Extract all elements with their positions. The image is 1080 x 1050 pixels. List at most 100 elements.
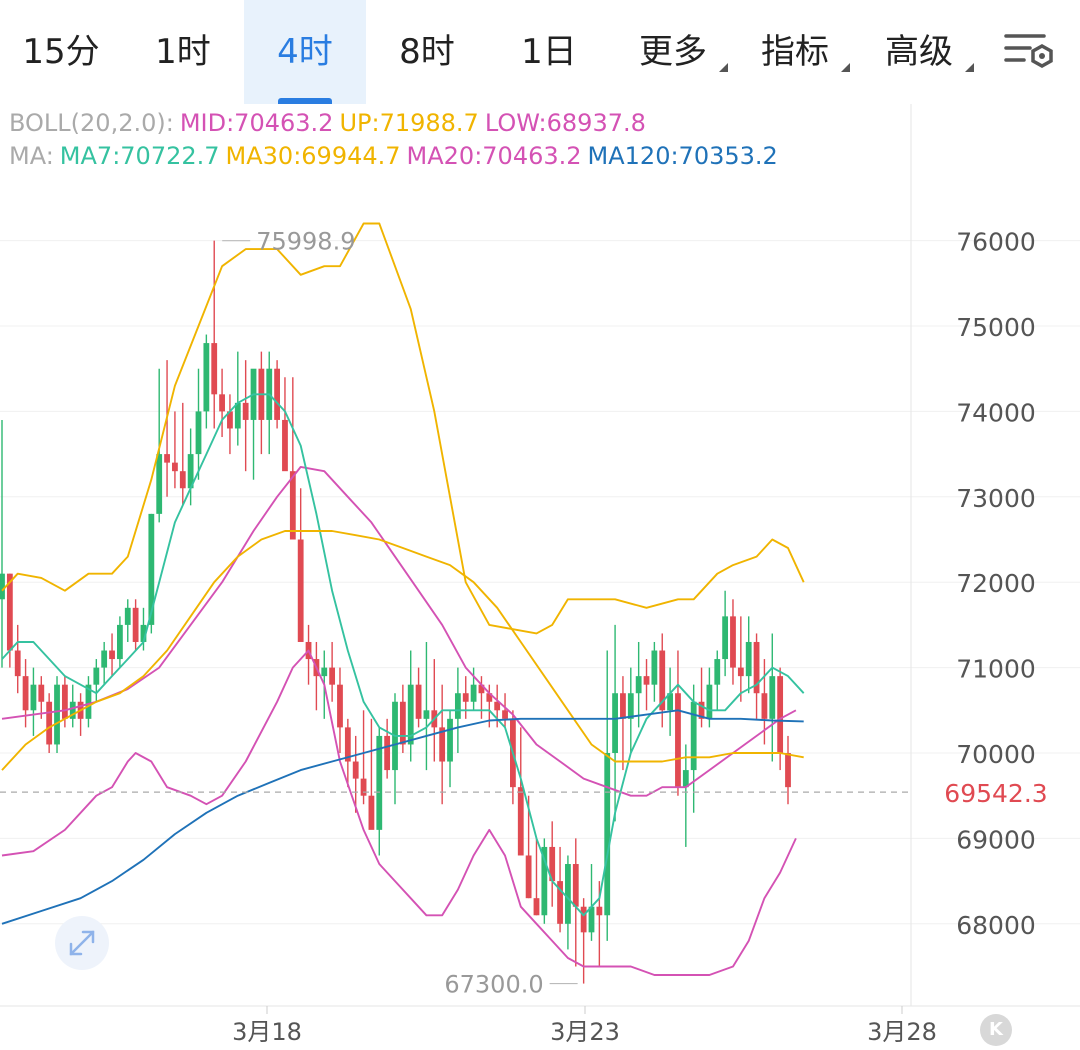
low-price-label: 67300.0 <box>444 971 543 999</box>
candle-body <box>124 607 131 625</box>
candle-body <box>667 693 673 711</box>
expand-arrows-icon <box>69 930 95 956</box>
y-tick-label: 71000 <box>956 655 1036 684</box>
series-ma30-line <box>1 530 804 771</box>
candle-body <box>179 471 186 489</box>
candle-body <box>289 471 296 540</box>
tab-5[interactable]: 更多 <box>612 0 734 104</box>
series-up-line <box>1 222 805 635</box>
candle-body <box>368 795 375 830</box>
candle-body <box>604 753 611 916</box>
dropdown-caret-icon <box>841 63 850 72</box>
tab-4[interactable]: 1日 <box>488 0 610 104</box>
candle-body <box>753 641 760 694</box>
candle-body <box>14 650 21 677</box>
chart-settings-icon[interactable] <box>1000 30 1060 74</box>
candle-body <box>156 454 163 514</box>
candle-body <box>714 659 721 685</box>
tab-label: 15分 <box>22 32 100 72</box>
candle-body <box>46 701 53 745</box>
y-tick-label: 70000 <box>956 740 1036 769</box>
candle-body <box>596 906 603 916</box>
tab-label: 4时 <box>277 32 333 72</box>
candle-body <box>439 727 446 762</box>
candle-body <box>454 693 461 719</box>
candle-body <box>282 419 288 472</box>
ma20-label: MA20:70463.2 <box>406 142 582 170</box>
candle-body <box>234 402 241 429</box>
candle-body <box>682 770 689 788</box>
candle-body <box>635 676 642 694</box>
candle-body <box>242 402 249 420</box>
candle-body <box>187 454 194 489</box>
candle-body <box>85 684 92 719</box>
boll-low: LOW:68937.8 <box>484 109 646 137</box>
candle-body <box>761 693 768 719</box>
candle-body <box>572 864 579 907</box>
candle-body <box>785 753 791 788</box>
candle-body <box>360 778 367 796</box>
candle-body <box>541 846 548 916</box>
candle-body <box>470 684 477 702</box>
tab-3[interactable]: 8时 <box>366 0 488 104</box>
candle-body <box>22 676 29 711</box>
y-tick-label: 69000 <box>956 825 1036 854</box>
candle-body <box>643 676 650 685</box>
current-price-tag <box>920 774 1070 811</box>
ma-prefix: MA: <box>9 142 54 170</box>
candle-body <box>274 368 280 420</box>
candle-body <box>30 684 37 711</box>
tab-7[interactable]: 高级 <box>858 0 980 104</box>
candle-body <box>502 710 508 719</box>
candle-body <box>698 701 705 719</box>
candle-body <box>376 735 383 830</box>
candle-body <box>580 906 587 933</box>
k-chart-button[interactable]: K <box>980 1014 1012 1046</box>
tab-label: 高级 <box>885 32 953 72</box>
tab-label: 指标 <box>761 32 829 72</box>
candle-body <box>620 693 626 719</box>
candle-body <box>140 624 147 642</box>
candle-body <box>565 864 571 924</box>
tab-2[interactable]: 4时 <box>244 0 366 104</box>
dropdown-caret-icon <box>965 63 974 72</box>
boll-prefix: BOLL(20,2.0): <box>9 109 174 137</box>
tab-1[interactable]: 1时 <box>122 0 244 104</box>
timeframe-tabs: 15分 1时 4时 8时 1日 更多 指标 高级 <box>0 0 1080 104</box>
candle-body <box>227 411 233 429</box>
boll-up: UP:71988.7 <box>339 109 479 137</box>
candlestick-chart[interactable]: 68000 69000 70000 71000 72000 73000 74000 75000… <box>0 104 1080 1050</box>
candle-body <box>132 607 139 642</box>
candle-body <box>203 343 210 412</box>
candle-body <box>61 684 68 719</box>
candle-body <box>297 539 304 642</box>
candle-body <box>407 684 414 745</box>
candle-body <box>101 650 108 668</box>
dropdown-caret-icon <box>719 63 728 72</box>
candle-body <box>494 701 501 711</box>
candle-body <box>486 693 493 702</box>
candle-body <box>478 684 485 694</box>
candle-body <box>730 616 736 668</box>
series-mid-line <box>1 465 797 797</box>
candle-body <box>148 513 155 625</box>
candle-body <box>462 693 469 702</box>
tab-0[interactable]: 15分 <box>0 0 122 104</box>
candle-body <box>525 855 532 899</box>
candle-body <box>329 667 336 685</box>
tab-label: 1时 <box>155 32 211 72</box>
candle-body <box>423 710 430 719</box>
tab-6[interactable]: 指标 <box>734 0 856 104</box>
tab-label: 8时 <box>399 32 455 72</box>
tab-label: 1日 <box>521 32 577 72</box>
candle-body <box>93 667 100 685</box>
candle-body <box>651 650 658 685</box>
current-price-label: 69542.3 <box>944 779 1047 808</box>
candle-body <box>109 650 115 660</box>
candle-body <box>384 735 391 771</box>
candle-body <box>38 684 45 702</box>
candle-body <box>6 573 13 651</box>
expand-chart-button[interactable] <box>55 916 109 970</box>
candle-body <box>675 693 681 788</box>
active-tab-indicator <box>278 98 332 104</box>
